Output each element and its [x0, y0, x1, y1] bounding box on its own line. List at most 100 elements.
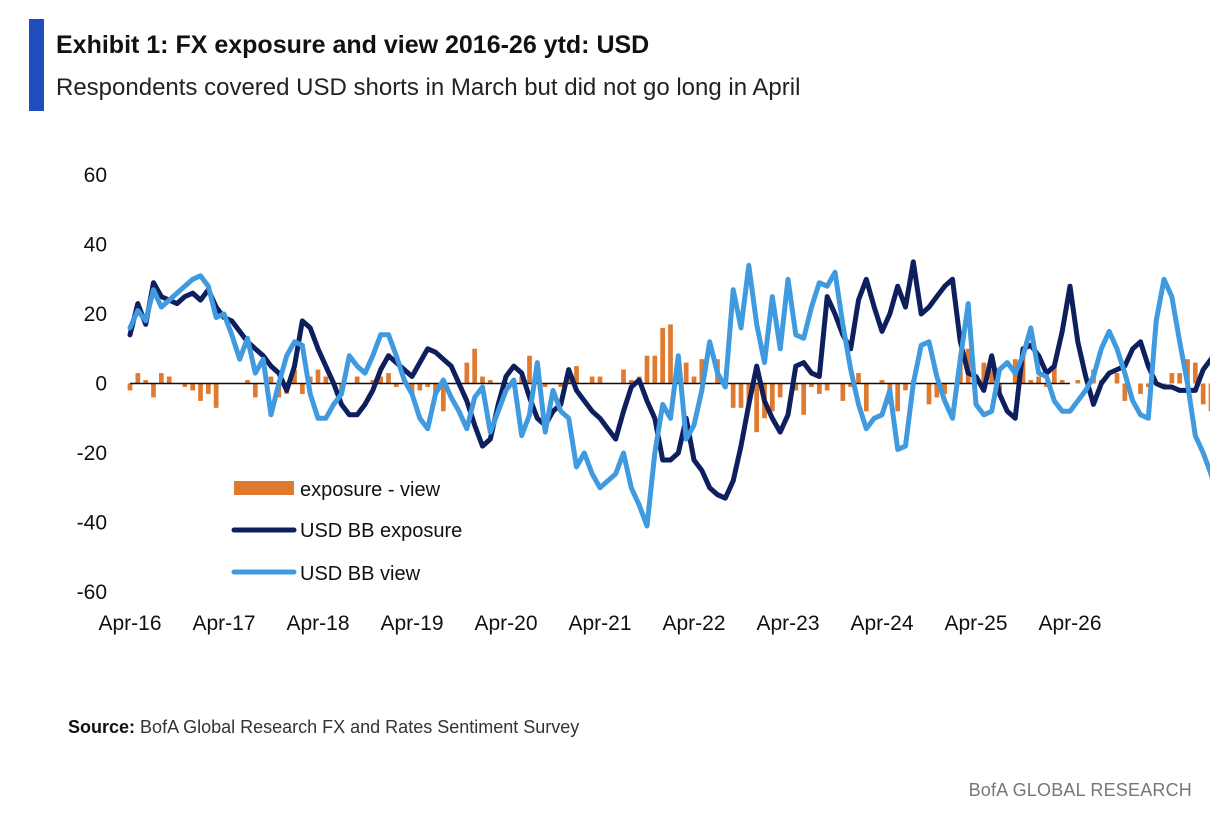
- exposure-minus-view-bar: [738, 383, 744, 408]
- exposure-minus-view-bar: [754, 383, 760, 433]
- exposure-minus-view-bar: [480, 376, 485, 384]
- exposure-minus-view-bar: [252, 383, 258, 398]
- exposure-minus-view-bar: [801, 383, 807, 415]
- exposure-minus-view-bar: [879, 380, 885, 384]
- exposure-minus-view-bar: [699, 359, 705, 384]
- chart-subtitle: Respondents covered USD shorts in March …: [56, 74, 801, 101]
- brand-footer: BofA GLOBAL RESEARCH: [968, 780, 1192, 800]
- exposure-minus-view-bar: [856, 373, 861, 384]
- legend-label-exposure-minus-view: exposure - view: [300, 479, 441, 501]
- exposure-minus-view-bar: [769, 383, 775, 412]
- legend-swatch-exposure-minus-view: [234, 481, 294, 495]
- exposure-minus-view-bar: [793, 383, 799, 391]
- exposure-minus-view-bar: [143, 380, 149, 384]
- exposure-minus-view-bar: [464, 362, 470, 384]
- exposure-minus-view-bar: [1145, 383, 1151, 387]
- exposure-minus-view-bar: [926, 383, 932, 405]
- exposure-minus-view-bar: [409, 383, 415, 394]
- y-tick-label: 40: [84, 234, 107, 257]
- exposure-minus-view-bar: [1122, 383, 1128, 401]
- exposure-minus-view-bar: [1044, 383, 1049, 387]
- accent-bar: [29, 19, 44, 111]
- exposure-minus-view-bar: [1177, 373, 1183, 384]
- y-tick-label: 20: [84, 303, 107, 326]
- exposure-minus-view-bar: [777, 383, 783, 398]
- exposure-minus-view-bar: [644, 355, 650, 384]
- x-tick-label: Apr-16: [98, 612, 161, 635]
- usd-bb-view-line: [127, 262, 1210, 529]
- x-tick-label: Apr-17: [192, 612, 255, 635]
- x-tick-label: Apr-23: [756, 612, 819, 635]
- usd-bb-exposure-line: [127, 259, 1210, 501]
- x-tick-label: Apr-21: [568, 612, 631, 635]
- exposure-minus-view-bar: [425, 383, 431, 387]
- exposure-minus-view-bar: [660, 327, 666, 384]
- exposure-minus-view-bar: [190, 383, 196, 391]
- exposure-minus-view-bar: [1051, 366, 1057, 384]
- exposure-minus-view-bar: [903, 383, 908, 391]
- x-tick-label: Apr-24: [850, 612, 913, 635]
- y-tick-label: -60: [77, 581, 107, 604]
- x-tick-label: Apr-20: [474, 612, 537, 635]
- exposure-minus-view-bar: [1208, 383, 1210, 412]
- exposure-minus-view-bar: [370, 380, 376, 384]
- legend-label-usd-bb-exposure: USD BB exposure: [300, 520, 462, 542]
- exposure-minus-view-bar: [942, 383, 948, 394]
- x-tick-label: Apr-22: [662, 612, 725, 635]
- exposure-minus-view-bar: [205, 383, 211, 394]
- exposure-minus-view-bar: [323, 376, 329, 384]
- y-tick-label: -20: [77, 442, 107, 465]
- exposure-minus-view-bar: [1192, 362, 1198, 384]
- exposure-minus-view-bar: [213, 383, 219, 408]
- exposure-minus-view-bar: [863, 383, 869, 412]
- exposure-minus-view-bar: [127, 383, 133, 391]
- exposure-minus-view-bar: [809, 383, 814, 387]
- exposure-minus-view-bar: [440, 383, 446, 412]
- exposure-minus-view-bar: [824, 383, 830, 391]
- exposure-minus-view-bar: [542, 383, 548, 387]
- exposure-minus-view-bar: [1059, 380, 1065, 384]
- source-text: BofA Global Research FX and Rates Sentim…: [140, 717, 580, 737]
- exposure-minus-view-bar: [621, 369, 626, 384]
- exposure-minus-view-bar: [1028, 380, 1034, 384]
- exposure-minus-view-bar: [597, 376, 603, 384]
- x-axis-ticks: Apr-16 Apr-17 Apr-18 Apr-19 Apr-20 Apr-21 Apr-…: [98, 612, 1101, 635]
- exposure-minus-view-bar: [730, 383, 736, 408]
- legend: exposure - view USD BB exposure USD BB v…: [231, 479, 462, 585]
- y-axis-ticks: 60 40 20 0 -20 -40 -60: [77, 164, 107, 604]
- source-label: Source:: [68, 717, 136, 737]
- exposure-minus-view-bar: [816, 383, 822, 394]
- exposure-minus-view-bar: [292, 369, 297, 384]
- y-tick-label: 60: [84, 164, 107, 187]
- exposure-minus-view-bar: [245, 380, 250, 384]
- exposure-minus-view-bar: [527, 355, 532, 384]
- exposure-minus-view-bar: [628, 380, 634, 384]
- exposure-minus-view-bar: [683, 362, 689, 384]
- exposure-minus-view-bar: [895, 383, 901, 412]
- exposure-minus-view-bar: [433, 383, 438, 394]
- exposure-minus-view-bar: [198, 383, 203, 401]
- exposure-minus-view-bar: [558, 383, 564, 387]
- exposure-minus-view-bar: [574, 366, 579, 384]
- exposure-minus-view-bar: [182, 383, 188, 387]
- source-note: Source: BofA Global Research FX and Rate…: [68, 717, 579, 738]
- exposure-minus-view-bar: [848, 383, 854, 387]
- x-tick-label: Apr-25: [944, 612, 1007, 635]
- exposure-minus-view-bar: [1169, 373, 1175, 384]
- exposure-minus-view-bar: [378, 376, 384, 384]
- exposure-minus-view-bar: [158, 373, 164, 384]
- exposure-minus-view-bar: [652, 355, 658, 384]
- exposure-minus-view-bar: [691, 376, 697, 384]
- exposure-minus-view-bar: [1200, 383, 1206, 405]
- exposure-minus-view-bar: [393, 383, 399, 387]
- x-tick-label: Apr-26: [1038, 612, 1101, 635]
- exposure-minus-view-bar: [934, 383, 940, 398]
- chart-title: Exhibit 1: FX exposure and view 2016-26 …: [56, 31, 650, 59]
- exposure-minus-view-bar: [589, 376, 595, 384]
- exposure-minus-view-bar: [299, 383, 305, 394]
- exposure-minus-view-bar: [386, 373, 391, 384]
- exposure-minus-view-bar: [989, 369, 995, 384]
- exposure-minus-view-bar: [1036, 376, 1042, 384]
- exposure-minus-view-bar: [166, 376, 172, 384]
